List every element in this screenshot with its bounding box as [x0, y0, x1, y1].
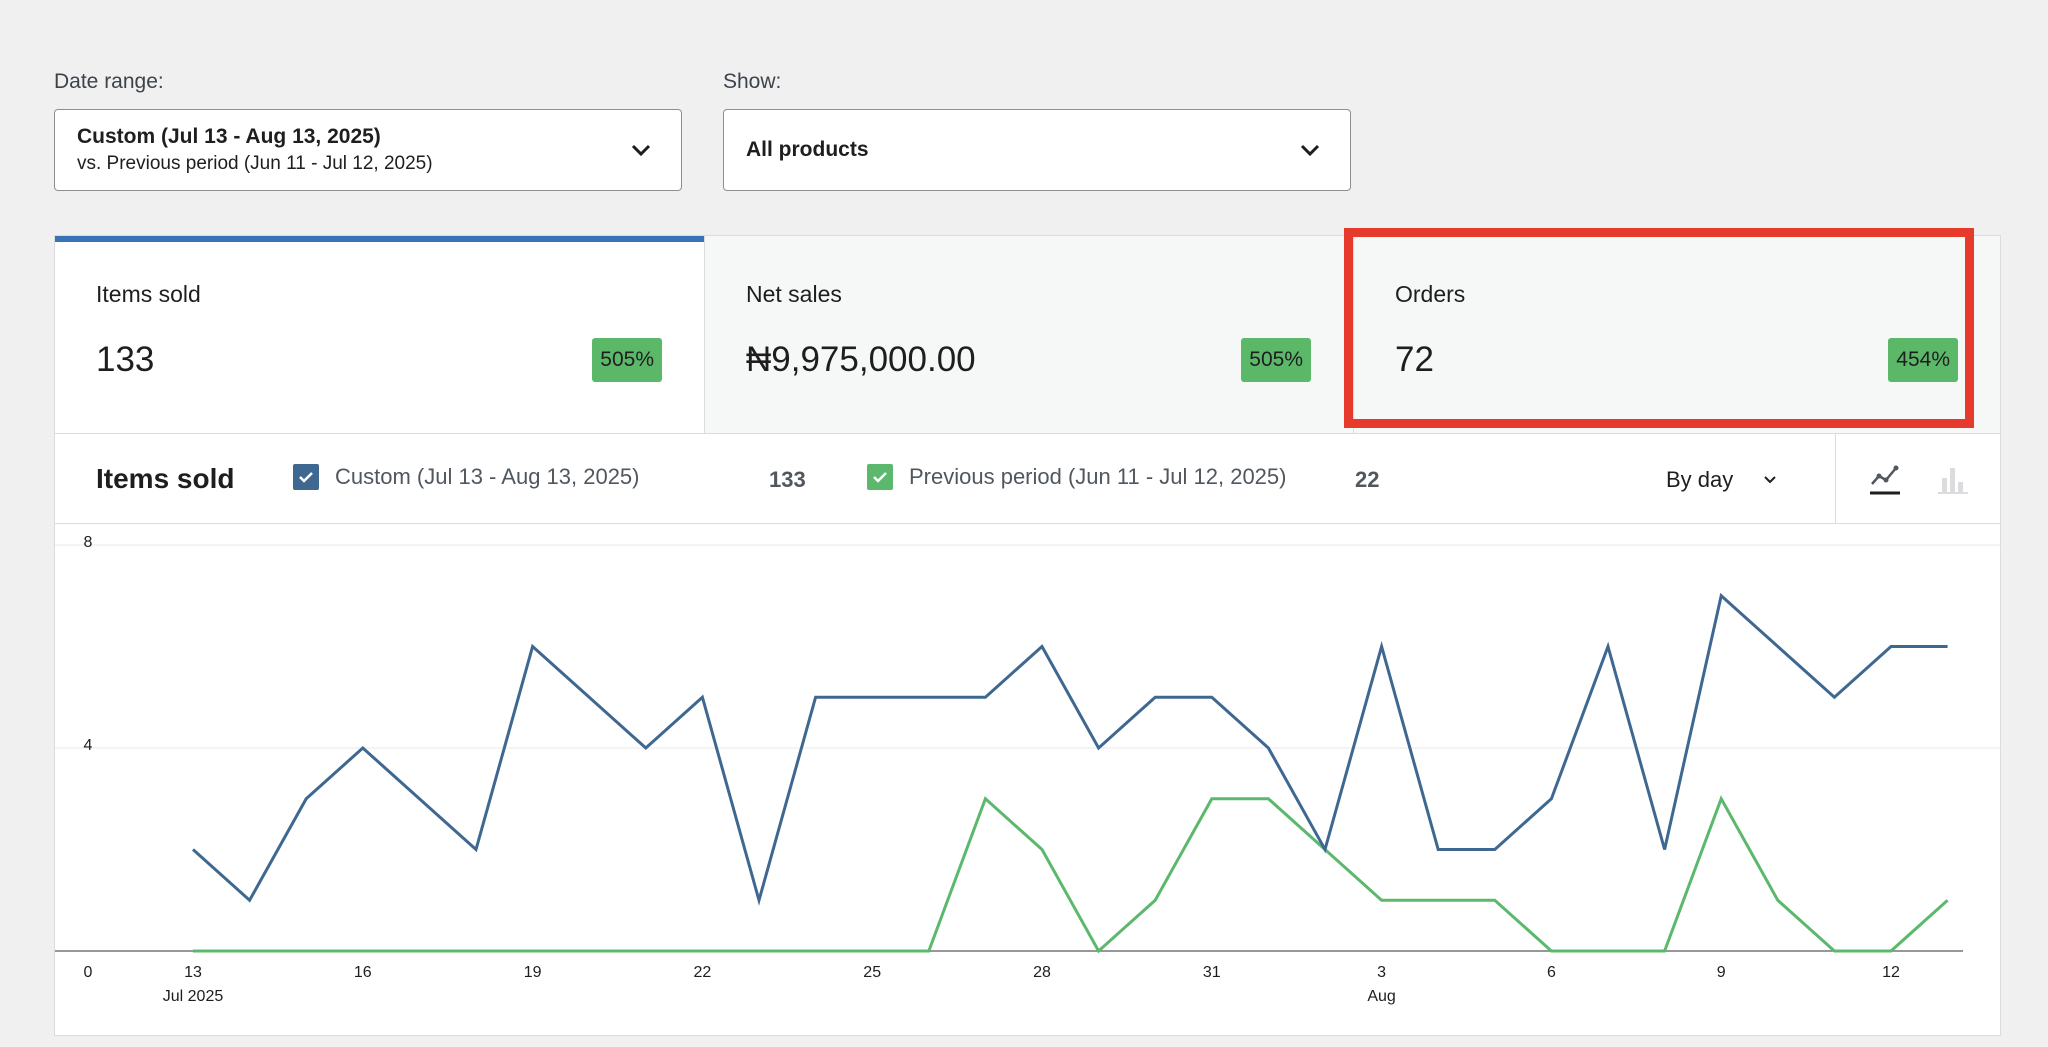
summary-cards: Items sold 133 505% Net sales ₦9,975,000… [54, 235, 2001, 434]
card-label: Orders [1395, 281, 1466, 307]
interval-select[interactable]: By day [1666, 467, 1777, 493]
chart-type-switch [1835, 434, 2000, 523]
card-items-sold[interactable]: Items sold 133 505% [55, 236, 704, 433]
show-label: Show: [723, 70, 782, 93]
change-badge: 505% [1241, 338, 1311, 382]
x-sub-label: Jul 2025 [163, 988, 224, 1005]
x-tick-label: 16 [354, 964, 372, 981]
card-label: Items sold [96, 281, 201, 307]
x-tick-label: 12 [1882, 964, 1900, 981]
series-line-previous [193, 795, 1949, 954]
show-value: All products [746, 138, 869, 161]
show-select[interactable]: All products [723, 109, 1351, 191]
series-line-custom [191, 592, 1948, 906]
items-sold-line-chart: 0 4 8 13 16 19 22 25 28 31 3 6 9 12 Jul 2025 Aug [55, 534, 2001, 1005]
legend-item-custom[interactable]: Custom (Jul 13 - Aug 13, 2025) [293, 464, 640, 490]
x-tick-label: 25 [863, 964, 881, 981]
y-tick-label: 0 [84, 964, 93, 981]
x-tick-label: 13 [184, 964, 202, 981]
checkbox-checked-icon[interactable] [293, 464, 319, 490]
date-range-select[interactable]: Custom (Jul 13 - Aug 13, 2025) vs. Previ… [54, 109, 682, 191]
date-range-label: Date range: [54, 70, 164, 93]
x-tick-label: 3 [1377, 964, 1386, 981]
legend-item-previous[interactable]: Previous period (Jun 11 - Jul 12, 2025) [867, 464, 1286, 490]
checkbox-checked-icon[interactable] [867, 464, 893, 490]
date-range-value: Custom (Jul 13 - Aug 13, 2025) [77, 125, 381, 148]
card-value: ₦9,975,000.00 [746, 340, 976, 379]
chevron-down-icon [1300, 144, 1320, 157]
line-chart-icon[interactable] [1868, 462, 1902, 496]
card-value: 72 [1395, 340, 1434, 379]
y-tick-label: 8 [84, 534, 93, 551]
x-tick-label: 9 [1717, 964, 1726, 981]
change-badge: 505% [592, 338, 662, 382]
chart-header: Items sold Custom (Jul 13 - Aug 13, 2025… [55, 434, 2000, 524]
chevron-down-icon [631, 144, 651, 157]
x-tick-label: 28 [1033, 964, 1051, 981]
legend-total: 133 [769, 467, 806, 492]
date-range-comparison: vs. Previous period (Jun 11 - Jul 12, 20… [77, 153, 433, 174]
x-tick-label: 19 [524, 964, 542, 981]
interval-value: By day [1666, 467, 1734, 492]
legend-total: 22 [1355, 467, 1380, 492]
x-sub-label: Aug [1367, 988, 1395, 1005]
chevron-down-icon [1764, 476, 1776, 484]
x-tick-label: 31 [1203, 964, 1221, 981]
chart-title: Items sold [96, 463, 235, 494]
y-tick-label: 4 [84, 737, 93, 754]
change-badge: 454% [1888, 338, 1958, 382]
bar-chart-icon[interactable] [1936, 462, 1970, 496]
card-value: 133 [96, 340, 155, 379]
x-tick-label: 22 [694, 964, 712, 981]
chart-panel: Items sold Custom (Jul 13 - Aug 13, 2025… [54, 434, 2001, 1036]
card-net-sales[interactable]: Net sales ₦9,975,000.00 505% [704, 236, 1353, 433]
legend-label: Custom (Jul 13 - Aug 13, 2025) [335, 464, 640, 489]
card-orders[interactable]: Orders 72 454% [1353, 236, 2000, 433]
legend-label: Previous period (Jun 11 - Jul 12, 2025) [909, 464, 1287, 489]
card-label: Net sales [746, 281, 842, 307]
x-tick-label: 6 [1547, 964, 1556, 981]
